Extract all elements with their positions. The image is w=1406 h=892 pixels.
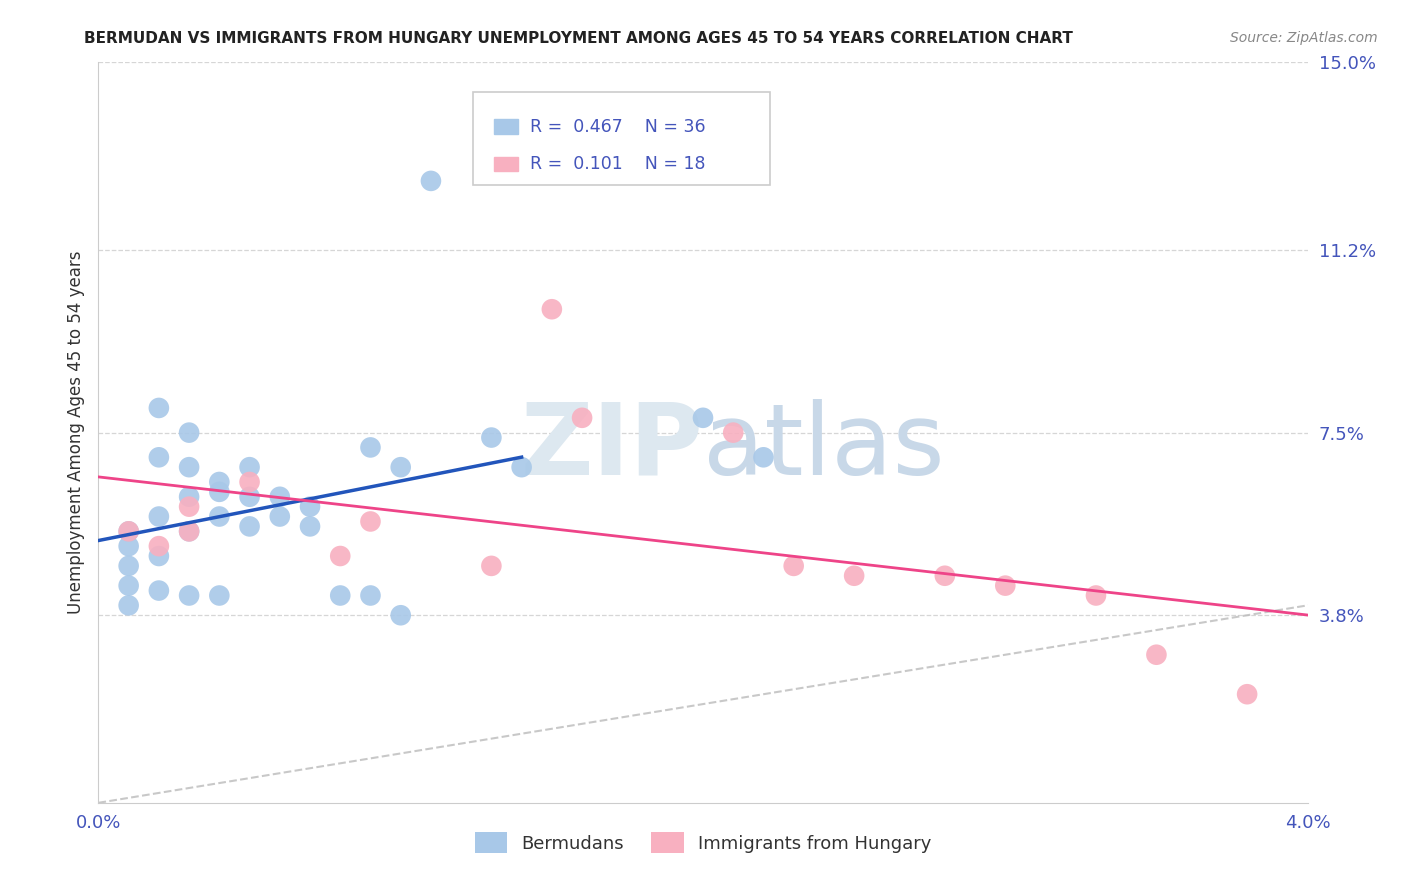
Point [208, 589, 231, 603]
Point [239, 475, 262, 489]
Point [420, 174, 443, 188]
Point [179, 524, 201, 539]
FancyBboxPatch shape [494, 157, 517, 171]
Point [844, 568, 866, 582]
Point [148, 539, 170, 553]
Point [148, 583, 170, 598]
Point [179, 460, 201, 475]
Point [510, 460, 533, 475]
Point [118, 524, 141, 539]
Point [571, 410, 593, 425]
Point [360, 515, 382, 529]
Point [148, 401, 170, 415]
Point [208, 475, 231, 489]
Point [1146, 648, 1168, 662]
Point [934, 568, 956, 582]
Point [299, 500, 322, 514]
Point [752, 450, 775, 465]
Text: ZIP: ZIP [520, 399, 703, 496]
Text: BERMUDAN VS IMMIGRANTS FROM HUNGARY UNEMPLOYMENT AMONG AGES 45 TO 54 YEARS CORRE: BERMUDAN VS IMMIGRANTS FROM HUNGARY UNEM… [84, 31, 1073, 46]
Text: atlas: atlas [703, 399, 945, 496]
Point [783, 558, 806, 573]
Point [299, 519, 322, 533]
Point [329, 589, 352, 603]
Point [1236, 687, 1258, 701]
Point [269, 509, 291, 524]
FancyBboxPatch shape [494, 120, 517, 134]
Point [1085, 589, 1108, 603]
Point [179, 490, 201, 504]
Y-axis label: Unemployment Among Ages 45 to 54 years: Unemployment Among Ages 45 to 54 years [66, 251, 84, 615]
Point [239, 519, 262, 533]
Point [118, 599, 141, 613]
Point [118, 539, 141, 553]
Point [148, 509, 170, 524]
Legend: Bermudans, Immigrants from Hungary: Bermudans, Immigrants from Hungary [467, 825, 939, 861]
Point [269, 490, 291, 504]
FancyBboxPatch shape [474, 92, 769, 185]
Point [360, 589, 382, 603]
Point [360, 441, 382, 455]
Point [239, 460, 262, 475]
Point [481, 558, 503, 573]
Point [389, 460, 412, 475]
Point [118, 558, 141, 573]
Point [179, 524, 201, 539]
Point [148, 450, 170, 465]
Point [179, 500, 201, 514]
Point [994, 579, 1017, 593]
Text: Source: ZipAtlas.com: Source: ZipAtlas.com [1230, 31, 1378, 45]
Point [692, 410, 714, 425]
Text: R =  0.101    N = 18: R = 0.101 N = 18 [530, 155, 706, 173]
Point [208, 484, 231, 499]
Point [540, 302, 562, 317]
Point [329, 549, 352, 563]
Point [148, 549, 170, 563]
Point [239, 490, 262, 504]
Point [118, 524, 141, 539]
Text: R =  0.467    N = 36: R = 0.467 N = 36 [530, 118, 706, 136]
Point [118, 579, 141, 593]
Point [179, 589, 201, 603]
Point [389, 608, 412, 623]
Point [208, 509, 231, 524]
Point [179, 425, 201, 440]
Point [481, 431, 503, 445]
Point [723, 425, 745, 440]
